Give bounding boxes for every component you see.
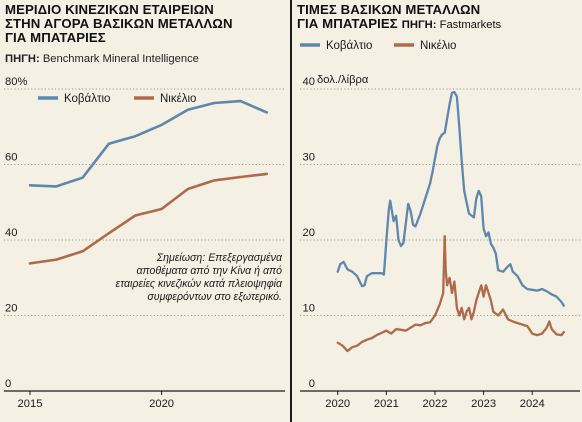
y-tick-label: 0 xyxy=(309,378,315,390)
y-tick-label: 10 xyxy=(303,303,315,315)
note-line: συμφερόντων στο εξωτερικό. xyxy=(147,291,282,303)
left-chart-plot: 0 20 40 60 80% 2015 2020 Κοβάλτιο Νικέλιο Σημείωσ… xyxy=(4,76,285,410)
right-title-line: ΤΙΜΕΣ ΒΑΣΙΚΩΝ ΜΕΤΑΛΛΩΝ xyxy=(297,2,481,17)
right-title-line: ΓΙΑ ΜΠΑΤΑΡΙΕΣ ΠΗΓΗ: Fastmarkets xyxy=(297,15,501,33)
x-tick-label: 2020 xyxy=(325,398,350,410)
y-tick-label: 40 xyxy=(5,227,17,239)
legend-label: Νικέλιο xyxy=(420,40,456,52)
right-source-label: ΠΗΓΗ: xyxy=(401,18,437,31)
right-chart-title: ΤΙΜΕΣ ΒΑΣΙΚΩΝ ΜΕΤΑΛΛΩΝ ΓΙΑ ΜΠΑΤΑΡΙΕΣ ΠΗΓΗ… xyxy=(297,3,501,33)
legend-label: Κοβάλτιο xyxy=(326,40,372,52)
series-line-nickel xyxy=(336,235,565,353)
note-line: αποθέματα από την Κίνα ή από xyxy=(136,265,282,277)
right-title-line-text: ΓΙΑ ΜΠΑΤΑΡΙΕΣ xyxy=(297,15,398,31)
y-tick-label: 30 xyxy=(303,152,315,164)
legend-label: Νικέλιο xyxy=(160,93,196,105)
x-tick-label: 2020 xyxy=(149,398,174,410)
left-source-value: Benchmark Mineral Intelligence xyxy=(42,53,199,65)
note-line: Σημείωση: Επεξεργασμένα xyxy=(156,252,283,264)
x-tick-label: 2023 xyxy=(471,398,496,410)
left-title-line: ΣΤΗΝ ΑΓΟΡΑ ΒΑΣΙΚΩΝ ΜΕΤΑΛΛΩΝ xyxy=(5,15,233,31)
y-tick-label: 20 xyxy=(303,227,315,239)
y-tick-label: 60 xyxy=(5,152,17,164)
left-chart-panel: ΜΕΡΙΔΙΟ ΚΙΝΕΖΙΚΩΝ ΕΤΑΙΡΕΙΩΝ ΣΤΗΝ ΑΓΟΡΑ Β… xyxy=(0,0,290,422)
y-tick-label: 0 xyxy=(5,378,11,390)
left-title-line: ΜΕΡΙΔΙΟ ΚΙΝΕΖΙΚΩΝ ΕΤΑΙΡΕΙΩΝ xyxy=(5,2,214,17)
panel-divider xyxy=(290,0,292,422)
note-line: εταιρείες κινεζικών κατά πλειοψηφία xyxy=(116,278,283,290)
left-source-label: ΠΗΓΗ: xyxy=(5,53,40,65)
x-tick-label: 2022 xyxy=(423,398,448,410)
y-tick-label: 40 xyxy=(303,76,315,88)
x-tick-label: 2015 xyxy=(18,398,43,410)
legend-label: Κοβάλτιο xyxy=(64,93,110,105)
series-line-nickel xyxy=(28,172,269,265)
right-source-value: Fastmarkets xyxy=(439,18,502,31)
x-tick-label: 2024 xyxy=(520,398,545,410)
right-chart-plot: 0 10 20 30 40 2020 2021 2022 2023 2024 Κοβάλτιο Νικ… xyxy=(300,40,580,410)
right-source-credit: ΠΗΓΗ: Fastmarkets xyxy=(402,19,501,31)
y-tick-label: 20 xyxy=(5,303,17,315)
series-line-cobalt xyxy=(28,99,269,188)
right-chart-panel: ΤΙΜΕΣ ΒΑΣΙΚΩΝ ΜΕΤΑΛΛΩΝ ΓΙΑ ΜΠΑΤΑΡΙΕΣ ΠΗΓΗ… xyxy=(292,0,582,422)
series-line-cobalt xyxy=(336,90,565,307)
y-tick-label: 80% xyxy=(5,76,27,88)
x-tick-label: 2021 xyxy=(374,398,399,410)
left-chart-title: ΜΕΡΙΔΙΟ ΚΙΝΕΖΙΚΩΝ ΕΤΑΙΡΕΙΩΝ ΣΤΗΝ ΑΓΟΡΑ Β… xyxy=(5,3,233,44)
unit-label: δολ./λίβρα xyxy=(317,74,369,86)
left-source-credit: ΠΗΓΗ: Benchmark Mineral Intelligence xyxy=(5,53,199,65)
left-title-line: ΓΙΑ ΜΠΑΤΑΡΙΕΣ xyxy=(5,29,106,45)
